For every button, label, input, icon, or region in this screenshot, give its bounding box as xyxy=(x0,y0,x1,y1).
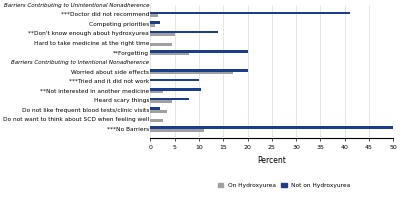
X-axis label: Percent: Percent xyxy=(258,156,286,165)
Bar xyxy=(150,14,158,17)
Bar xyxy=(150,119,162,122)
Bar xyxy=(150,21,160,24)
Bar xyxy=(150,110,168,113)
Bar xyxy=(150,31,218,33)
Bar xyxy=(150,12,350,14)
Bar xyxy=(150,53,189,55)
Bar xyxy=(150,129,204,132)
Bar xyxy=(150,78,199,81)
Bar xyxy=(150,100,172,103)
Bar xyxy=(150,88,202,91)
Bar xyxy=(150,33,175,36)
Bar xyxy=(150,107,160,110)
Bar xyxy=(150,98,189,100)
Bar xyxy=(150,50,248,53)
Bar xyxy=(150,69,248,72)
Bar xyxy=(150,24,155,27)
Bar xyxy=(150,43,172,46)
Bar xyxy=(150,91,162,93)
Bar xyxy=(150,72,233,74)
Bar xyxy=(150,126,393,129)
Legend: On Hydroxyurea, Not on Hydroxyurea: On Hydroxyurea, Not on Hydroxyurea xyxy=(215,181,353,190)
